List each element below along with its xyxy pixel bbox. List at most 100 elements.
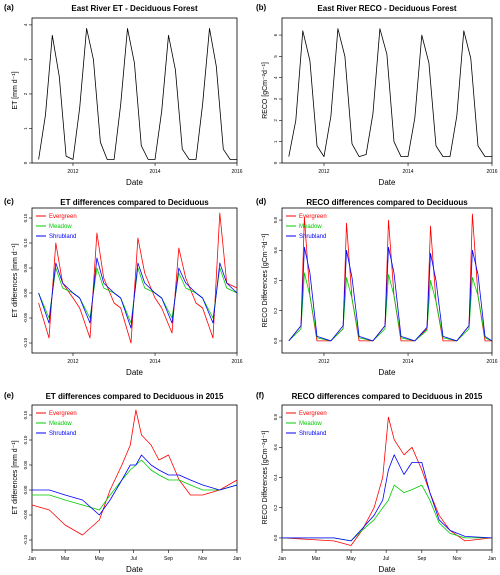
x-tick-label: Jan (278, 556, 286, 562)
chart-panel: (f) RECO differences compared to Deciduou… (256, 391, 496, 574)
chart-panel: (c) ET differences compared to Deciduous -… (4, 197, 243, 377)
y-tick-label: 0.05 (23, 263, 28, 272)
y-tick-label: 2 (273, 119, 278, 122)
plot-frame (281, 17, 493, 164)
y-tick-label: 4 (273, 76, 278, 79)
x-tick-label: 2012 (318, 169, 329, 175)
legend-label: Evergreen (49, 214, 77, 220)
chart-title: East River ET - Deciduous Forest (71, 4, 198, 13)
y-tick-label: 0.8 (273, 413, 278, 420)
y-tick-label: 6 (273, 33, 278, 36)
x-tick-label: May (95, 556, 105, 562)
y-tick-label: 5 (273, 55, 278, 58)
chart-panel: (b) East River RECO - Deciduous Forest 0 1 2… (256, 3, 498, 187)
y-tick-label: 0.10 (23, 238, 28, 247)
x-tick-label: Jul (130, 556, 136, 562)
y-tick-label: 0.00 (23, 485, 28, 494)
y-tick-label: 2 (23, 92, 28, 95)
legend-label: Evergreen (299, 214, 327, 220)
series-line-shrubland (288, 246, 493, 342)
y-tick-label: 1 (23, 127, 28, 130)
x-axis-label: Date (379, 178, 396, 187)
legend-label: Shrubland (49, 431, 76, 437)
y-tick-label: 0.2 (273, 504, 278, 511)
y-axis-label: RECO Differences [gCm⁻²d⁻¹] (262, 233, 269, 327)
x-tick-label: Sep (417, 556, 426, 562)
x-tick-label: 2016 (486, 169, 497, 175)
panel-label: (c) (4, 197, 14, 206)
plot-frame (31, 17, 238, 164)
y-tick-label: 1 (273, 140, 278, 143)
legend-label: Evergreen (49, 411, 77, 417)
chart-panel: (d) RECO differences compared to Deciduou… (256, 197, 498, 377)
x-tick-label: Jan (488, 556, 496, 562)
x-axis-label: Date (126, 178, 143, 187)
series-line-evergreen (281, 416, 493, 546)
plot-frame (31, 207, 238, 354)
legend-label: Shrubland (299, 431, 326, 437)
x-axis-label: Date (379, 565, 396, 574)
y-tick-label: 3 (23, 58, 28, 61)
y-axis-label: RECO Differences [gCm⁻²d⁻¹] (262, 430, 269, 524)
series-line-meadow (282, 484, 492, 542)
series-line-evergreen (288, 213, 492, 342)
series-line-evergreen (31, 409, 238, 536)
chart-title: East River RECO - Deciduous Forest (317, 4, 456, 13)
y-tick-label: 0.8 (273, 216, 278, 223)
series-line-deciduous (288, 28, 492, 158)
x-tick-label: Mar (312, 556, 321, 562)
x-tick-label: 2012 (67, 169, 78, 175)
x-tick-label: Nov (198, 556, 207, 562)
series-line-deciduous (38, 27, 237, 160)
y-tick-label: -0.10 (23, 337, 28, 348)
y-axis-label: ET differences [mm d⁻¹] (12, 243, 19, 317)
panel-label: (e) (4, 391, 14, 400)
y-axis-label: ET [mm d⁻¹] (12, 71, 19, 109)
x-tick-label: 2014 (402, 169, 413, 175)
x-tick-label: Jul (383, 556, 389, 562)
legend-label: Shrubland (49, 234, 76, 240)
y-tick-label: 0.6 (273, 247, 278, 254)
x-tick-label: 2016 (231, 359, 242, 365)
series-line-meadow (288, 272, 493, 342)
x-axis-label: Date (126, 368, 143, 377)
y-axis-label: RECO [gCm⁻²d⁻¹] (262, 62, 269, 119)
y-tick-label: 0.15 (23, 213, 28, 222)
y-tick-label: -0.05 (23, 509, 28, 520)
y-tick-label: 3 (273, 97, 278, 100)
x-tick-label: 2012 (318, 359, 329, 365)
x-tick-label: Nov (452, 556, 461, 562)
x-axis-label: Date (126, 565, 143, 574)
panel-label: (f) (256, 391, 264, 400)
x-tick-label: 2016 (231, 169, 242, 175)
legend-label: Meadow (299, 224, 322, 230)
panel-label: (b) (256, 3, 267, 12)
x-tick-label: Jan (28, 556, 36, 562)
y-tick-label: 0.2 (273, 307, 278, 314)
legend-label: Meadow (49, 421, 72, 427)
panel-label: (d) (256, 197, 267, 206)
x-tick-label: 2014 (149, 169, 160, 175)
x-tick-label: Mar (61, 556, 70, 562)
series-line-shrubland (32, 454, 238, 516)
legend-label: Meadow (49, 224, 72, 230)
legend-label: Meadow (299, 421, 322, 427)
legend-label: Evergreen (299, 411, 327, 417)
series-line-meadow (32, 459, 238, 511)
y-tick-label: 0.0 (273, 337, 278, 344)
y-tick-label: 0.10 (23, 435, 28, 444)
y-tick-label: 0.4 (273, 277, 278, 284)
y-tick-label: 0.15 (23, 410, 28, 419)
chart-title: RECO differences compared to Deciduous i… (292, 392, 483, 401)
chart-panel: (e) ET differences compared to Deciduous … (4, 391, 241, 574)
y-tick-label: -0.05 (23, 312, 28, 323)
y-tick-label: 0.6 (273, 444, 278, 451)
chart-title: RECO differences compared to Deciduous (306, 198, 468, 207)
y-tick-label: 0.0 (273, 534, 278, 541)
chart-title: ET differences compared to Deciduous (60, 198, 209, 207)
x-tick-label: Jan (233, 556, 241, 562)
x-tick-label: 2014 (149, 359, 160, 365)
series-line-shrubland (282, 454, 493, 542)
